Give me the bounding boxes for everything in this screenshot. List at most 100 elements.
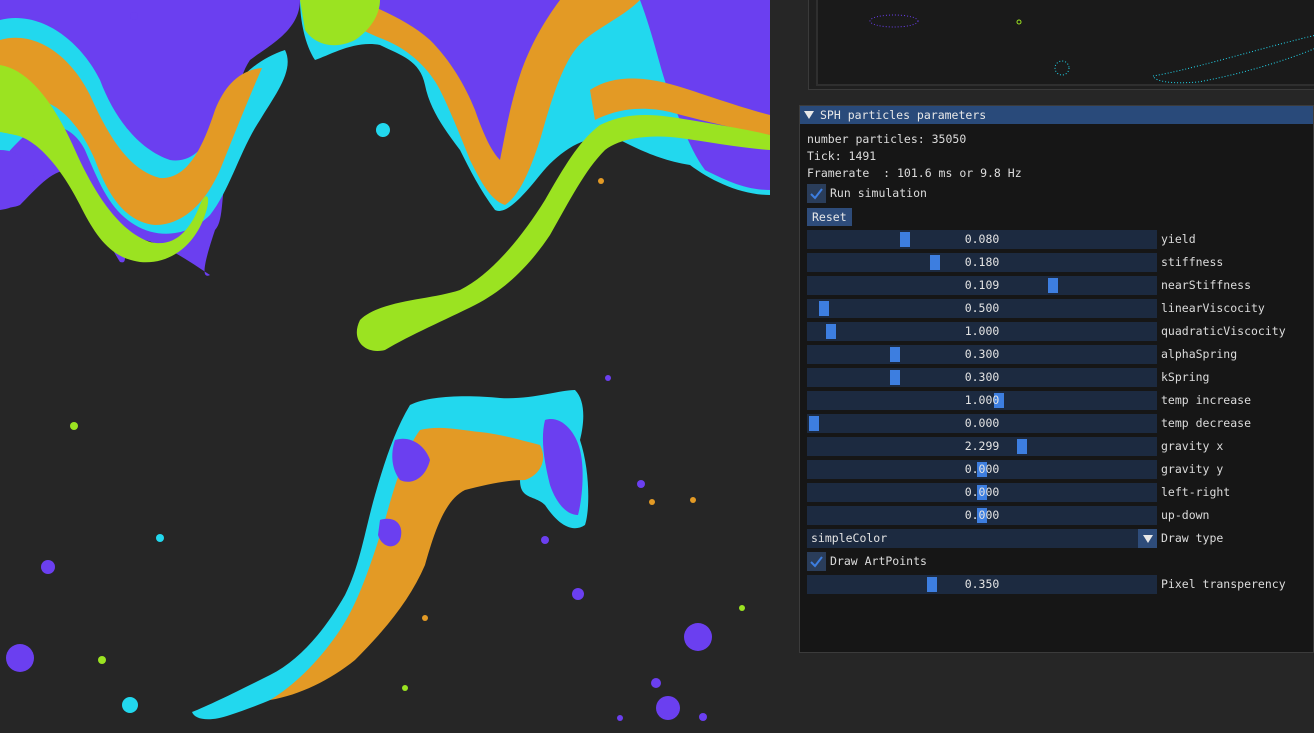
draw-type-label: Draw type xyxy=(1161,531,1224,545)
chevron-down-icon xyxy=(1143,535,1153,543)
slider-grab[interactable] xyxy=(889,347,900,362)
fluid-blob xyxy=(0,65,209,263)
slider-grab[interactable] xyxy=(929,255,940,270)
fluid-blob xyxy=(270,427,544,700)
param-slider[interactable]: 0.109 xyxy=(807,276,1157,295)
slider-row-alphaspring: 0.300 alphaSpring xyxy=(807,345,1307,364)
slider-grab[interactable] xyxy=(1047,278,1058,293)
slider-grab[interactable] xyxy=(977,485,987,500)
slider-grab[interactable] xyxy=(825,324,836,339)
slider-row-linearviscocity: 0.500 linearViscocity xyxy=(807,299,1307,318)
pixel-transparency-label: Pixel transperency xyxy=(1161,577,1286,591)
slider-grab[interactable] xyxy=(977,462,987,477)
slider-label: kSpring xyxy=(1161,370,1210,384)
slider-value: 0.300 xyxy=(964,347,1000,361)
tick-counter: Tick: 1491 xyxy=(807,149,877,163)
slider-row-left-right: 0.000 left-right xyxy=(807,483,1307,502)
run-simulation-checkbox[interactable] xyxy=(807,184,826,203)
param-slider[interactable]: 0.300 xyxy=(807,368,1157,387)
minimap-particles xyxy=(1152,34,1314,84)
slider-row-up-down: 0.000 up-down xyxy=(807,506,1307,525)
pixel-transparency-slider[interactable]: 0.350 xyxy=(807,575,1157,594)
sph-parameters-panel: SPH particles parameters number particle… xyxy=(799,105,1314,653)
slider-grab[interactable] xyxy=(809,416,819,431)
param-slider[interactable]: 0.000 xyxy=(807,414,1157,433)
slider-value: 0.000 xyxy=(964,416,1000,430)
slider-grab[interactable] xyxy=(819,301,830,316)
fluid-droplet xyxy=(684,623,712,651)
draw-artpoints-checkbox[interactable] xyxy=(807,552,826,571)
param-slider[interactable]: 0.000 xyxy=(807,460,1157,479)
slider-label: stiffness xyxy=(1161,255,1224,269)
draw-artpoints-row[interactable]: Draw ArtPoints xyxy=(807,552,1307,571)
fluid-droplet xyxy=(98,656,106,664)
param-slider[interactable]: 0.000 xyxy=(807,506,1157,525)
slider-grab[interactable] xyxy=(926,577,937,592)
param-slider[interactable]: 0.080 xyxy=(807,230,1157,249)
fluid-droplet xyxy=(605,375,611,381)
reset-row: Reset xyxy=(807,208,1307,227)
fluid-droplet xyxy=(598,178,604,184)
slider-grab[interactable] xyxy=(977,508,987,523)
fluid-droplet xyxy=(739,605,745,611)
run-simulation-row[interactable]: Run simulation xyxy=(807,184,1307,203)
fluid-blob xyxy=(0,150,35,210)
fluid-droplet xyxy=(376,123,390,137)
fluid-blob xyxy=(392,438,430,482)
slider-grab[interactable] xyxy=(899,232,910,247)
fluid-blob xyxy=(300,0,380,46)
fluid-droplet xyxy=(617,715,623,721)
minimap-particles xyxy=(1054,60,1070,76)
draw-type-value: simpleColor xyxy=(811,531,888,545)
slider-label: gravity x xyxy=(1161,439,1224,453)
minimap-particles xyxy=(869,14,919,28)
slider-value: 0.180 xyxy=(964,255,1000,269)
minimap-particles xyxy=(1016,19,1022,25)
slider-label: up-down xyxy=(1161,508,1210,522)
fluid-blob xyxy=(360,0,560,160)
param-slider[interactable]: 1.000 xyxy=(807,322,1157,341)
slider-grab[interactable] xyxy=(1017,439,1028,454)
fluid-droplet xyxy=(637,480,645,488)
param-slider[interactable]: 0.180 xyxy=(807,253,1157,272)
param-slider[interactable]: 0.500 xyxy=(807,299,1157,318)
fluid-blob xyxy=(356,115,770,351)
panel-header[interactable]: SPH particles parameters xyxy=(800,106,1313,124)
fluid-blob xyxy=(378,518,402,547)
framerate: Framerate : 101.6 ms or 9.8 Hz xyxy=(807,166,1022,180)
simulation-canvas[interactable] xyxy=(0,0,770,733)
pixel-transparency-row: 0.350 Pixel transperency xyxy=(807,575,1307,594)
combo-arrow-button[interactable] xyxy=(1138,529,1157,548)
param-slider[interactable]: 1.000 xyxy=(807,391,1157,410)
param-slider[interactable]: 0.300 xyxy=(807,345,1157,364)
fluid-droplet xyxy=(41,560,55,574)
slider-label: yield xyxy=(1161,232,1196,246)
draw-type-combo[interactable]: simpleColor xyxy=(807,529,1157,548)
slider-row-nearstiffness: 0.109 nearStiffness xyxy=(807,276,1307,295)
slider-label: nearStiffness xyxy=(1161,278,1252,292)
fluid-blob xyxy=(590,78,770,135)
fluid-droplet xyxy=(572,588,584,600)
param-slider[interactable]: 2.299 xyxy=(807,437,1157,456)
slider-value: 0.300 xyxy=(964,370,1000,384)
slider-value: 0.500 xyxy=(964,301,1000,315)
slider-grab[interactable] xyxy=(993,393,1004,408)
checkmark-icon xyxy=(810,188,823,200)
slider-value: 0.000 xyxy=(964,508,1000,522)
slider-row-temp-increase: 1.000 temp increase xyxy=(807,391,1307,410)
slider-value: 0.080 xyxy=(964,232,1000,246)
slider-row-stiffness: 0.180 stiffness xyxy=(807,253,1307,272)
slider-row-kspring: 0.300 kSpring xyxy=(807,368,1307,387)
fluid-droplet xyxy=(699,713,707,721)
param-slider[interactable]: 0.000 xyxy=(807,483,1157,502)
fluid-droplet xyxy=(156,534,164,542)
slider-row-yield: 0.080 yield xyxy=(807,230,1307,249)
slider-label: gravity y xyxy=(1161,462,1224,476)
collapse-triangle-icon[interactable] xyxy=(804,111,814,119)
draw-type-row: simpleColor Draw type xyxy=(807,529,1307,548)
fluid-blob xyxy=(0,37,262,226)
reset-button[interactable]: Reset xyxy=(807,208,852,226)
slider-label: quadraticViscocity xyxy=(1161,324,1286,338)
slider-grab[interactable] xyxy=(889,370,900,385)
fluid-droplet xyxy=(70,422,78,430)
